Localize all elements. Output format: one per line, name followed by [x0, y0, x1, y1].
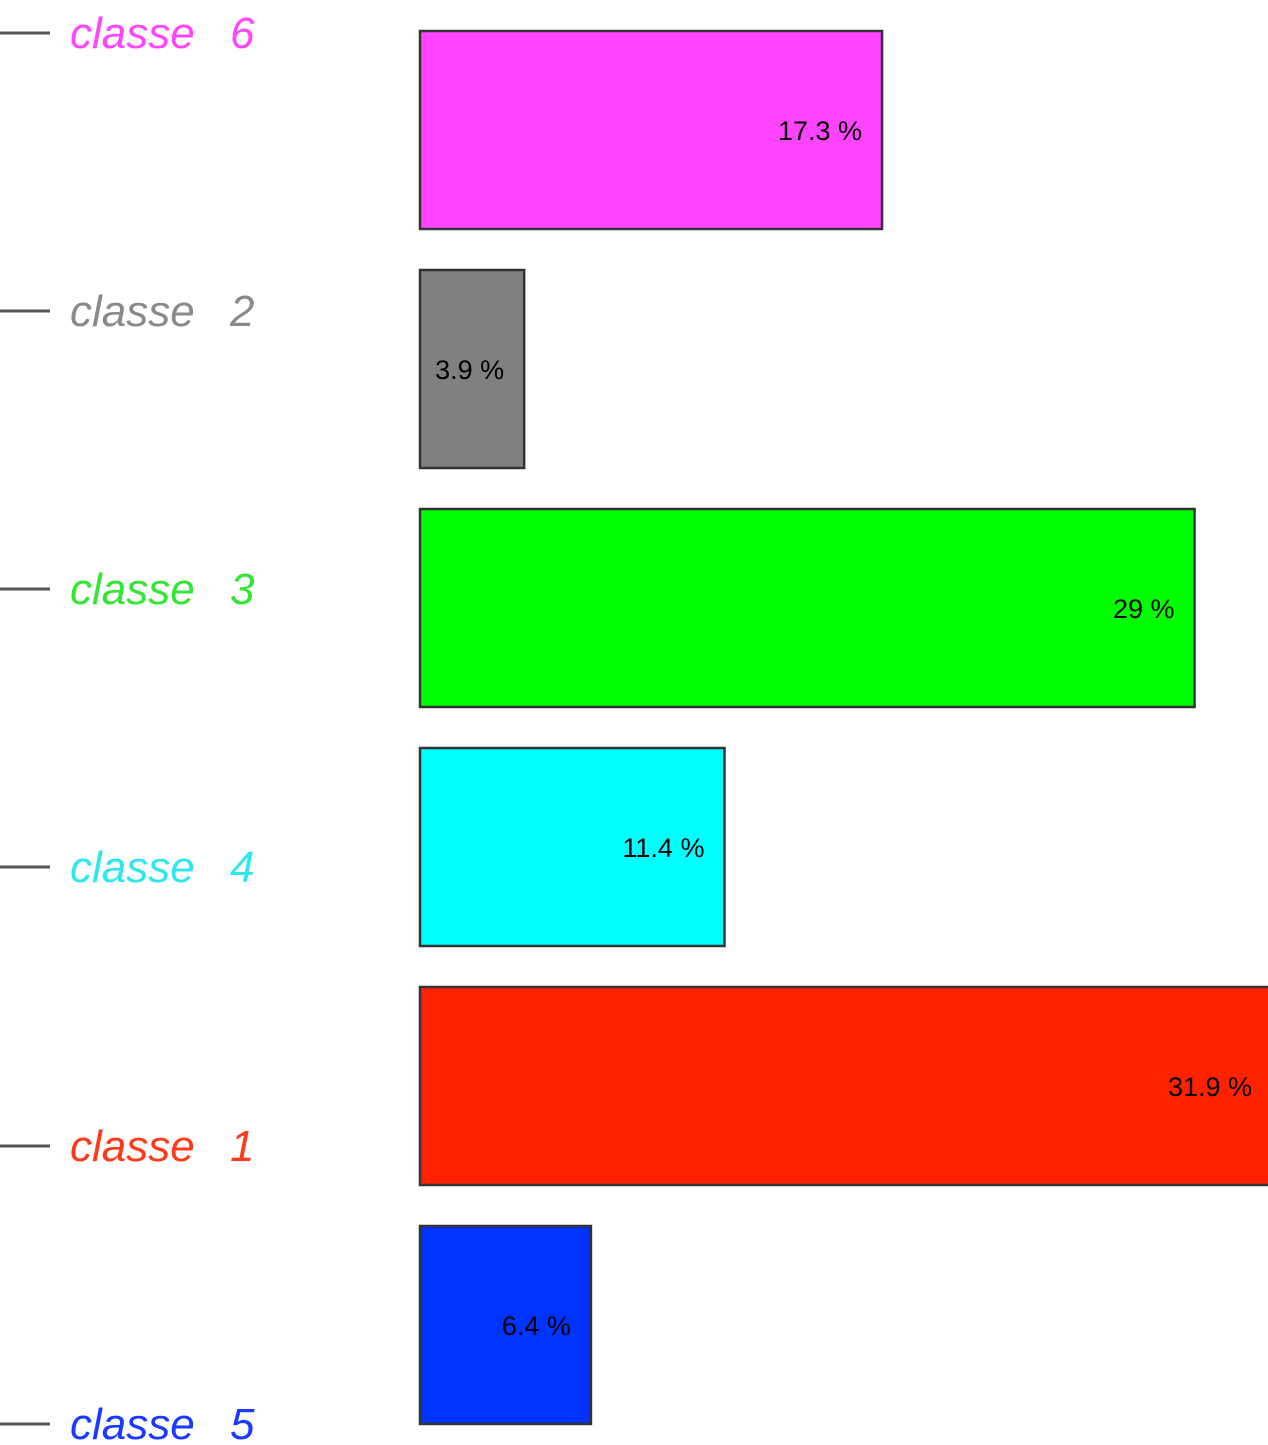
bar: [418, 746, 726, 948]
bar: [418, 507, 1196, 709]
class-label-word: classe: [70, 9, 195, 58]
class-label-word: classe: [70, 843, 195, 892]
dendrogram-branches: [0, 31, 50, 1426]
bars: [418, 29, 1268, 1426]
bar-value-label: 29 %: [1113, 594, 1175, 624]
class-label-word: classe: [70, 1122, 195, 1171]
bar-value-label: 31.9 %: [1168, 1072, 1252, 1102]
bar: [418, 1224, 593, 1426]
bar: [418, 268, 526, 470]
class-label-number: 4: [230, 843, 254, 892]
class-label-number: 3: [230, 565, 255, 614]
bar-value-label: 3.9 %: [435, 355, 504, 385]
class-label-word: classe: [70, 287, 195, 336]
class-label-word: classe: [70, 1400, 195, 1445]
bar-value-label: 11.4 %: [622, 833, 704, 863]
class-label-word: classe: [70, 565, 195, 614]
class-label-number: 1: [230, 1122, 254, 1171]
class-label-number: 5: [230, 1400, 255, 1445]
class-label-number: 2: [229, 287, 254, 336]
bar-value-label: 6.4 %: [502, 1311, 571, 1341]
bar-value-labels: 17.3 % 3.9 % 29 % 11.4 % 31.9 % 6.4 %: [435, 116, 1252, 1341]
bar: [418, 29, 884, 231]
class-label-number: 6: [230, 9, 255, 58]
class-labels: classe 6 classe 2 classe 3 classe 4 classe 1 class…: [70, 9, 255, 1445]
bar-value-label: 17.3 %: [778, 116, 862, 146]
bar: [418, 985, 1268, 1187]
